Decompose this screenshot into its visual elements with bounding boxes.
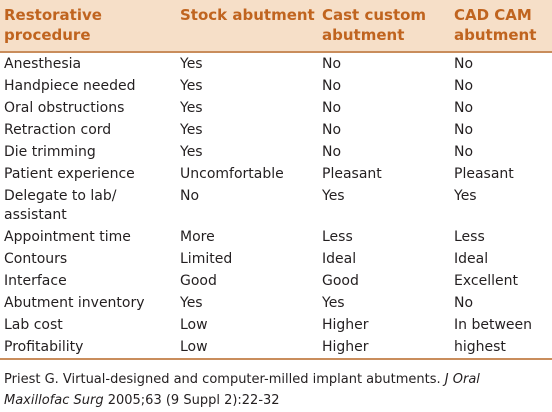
procedure-cell: Handpiece needed xyxy=(4,77,136,94)
stock-abutment-cell: Yes xyxy=(180,121,203,138)
header-stock-abutment: Stock abutment xyxy=(176,0,318,53)
stock-abutment-cell: Good xyxy=(180,272,217,289)
citation: Priest G. Virtual-designed and computer-… xyxy=(4,369,544,411)
table-row: Retraction cord Yes No No xyxy=(0,119,552,141)
cad-cam-cell: No xyxy=(454,143,474,160)
stock-abutment-cell: Yes xyxy=(180,77,203,94)
header-cast-custom-abutment: Cast custom abutment xyxy=(318,0,450,53)
procedure-cell: Die trimming xyxy=(4,143,96,160)
table-header: Restorative procedure Stock abutment Cas… xyxy=(0,0,552,53)
cad-cam-cell: Yes xyxy=(454,187,477,204)
procedure-cell: Appointment time xyxy=(4,228,131,245)
cast-custom-cell: Yes xyxy=(322,187,345,204)
table-row: Patient experience Uncomfortable Pleasant P… xyxy=(0,163,552,185)
cad-cam-cell: In between xyxy=(454,316,532,333)
cad-cam-cell: No xyxy=(454,99,474,116)
cast-custom-cell: No xyxy=(322,99,342,116)
stock-abutment-cell: Low xyxy=(180,316,208,333)
header-restorative-procedure: Restorative procedure xyxy=(0,0,176,53)
cast-custom-cell: Less xyxy=(322,228,353,245)
cad-cam-cell: Pleasant xyxy=(454,165,514,182)
cad-cam-cell: No xyxy=(454,121,474,138)
cast-custom-cell: Higher xyxy=(322,316,369,333)
table-row: Handpiece needed Yes No No xyxy=(0,75,552,97)
header-row: Restorative procedure Stock abutment Cas… xyxy=(0,0,552,53)
procedure-cell: Abutment inventory xyxy=(4,294,145,311)
cast-custom-cell: Pleasant xyxy=(322,165,382,182)
table-row: Oral obstructions Yes No No xyxy=(0,97,552,119)
abutment-comparison-table: Restorative procedure Stock abutment Cas… xyxy=(0,0,552,360)
cad-cam-cell: Less xyxy=(454,228,485,245)
cast-custom-cell: Higher xyxy=(318,336,450,360)
procedure-cell: Lab cost xyxy=(4,316,63,333)
cad-cam-cell: Excellent xyxy=(454,272,518,289)
header-cad-cam-abutment: CAD CAM abutment xyxy=(450,0,552,53)
citation-prefix: Priest G. Virtual-designed and computer-… xyxy=(4,372,445,387)
table-row: Anesthesia Yes No No xyxy=(0,52,552,75)
table-row: Delegate to lab/ assistant No Yes Yes xyxy=(0,185,552,226)
table-row: Interface Good Good Excellent xyxy=(0,270,552,292)
cad-cam-cell: No xyxy=(454,77,474,94)
procedure-cell: Patient experience xyxy=(4,165,135,182)
cad-cam-cell: highest xyxy=(450,336,552,360)
cad-cam-cell: No xyxy=(454,55,474,72)
table-row: Abutment inventory Yes Yes No xyxy=(0,292,552,314)
cad-cam-cell: Ideal xyxy=(454,250,489,267)
citation-suffix: 2005;63 (9 Suppl 2):22-32 xyxy=(103,393,280,408)
comparison-table-container: Restorative procedure Stock abutment Cas… xyxy=(0,0,552,360)
table-row: Die trimming Yes No No xyxy=(0,141,552,163)
stock-abutment-cell: Yes xyxy=(180,99,203,116)
cast-custom-cell: No xyxy=(322,77,342,94)
stock-abutment-cell: No xyxy=(180,187,200,204)
table-row: Contours Limited Ideal Ideal xyxy=(0,248,552,270)
stock-abutment-cell: Limited xyxy=(180,250,233,267)
cast-custom-cell: No xyxy=(322,143,342,160)
citation-journal: J Oral Maxillofac Surg xyxy=(4,372,480,408)
cast-custom-cell: Good xyxy=(322,272,359,289)
table-row: Appointment time More Less Less xyxy=(0,226,552,248)
procedure-cell: Retraction cord xyxy=(4,121,112,138)
table-row: Lab cost Low Higher In between xyxy=(0,314,552,336)
cast-custom-cell: Yes xyxy=(322,294,345,311)
procedure-cell: Profitability xyxy=(0,336,176,360)
stock-abutment-cell: Uncomfortable xyxy=(180,165,284,182)
stock-abutment-cell: Yes xyxy=(180,143,203,160)
procedure-cell: Interface xyxy=(4,272,67,289)
cast-custom-cell: Ideal xyxy=(322,250,357,267)
cast-custom-cell: No xyxy=(322,55,342,72)
stock-abutment-cell: Yes xyxy=(180,55,203,72)
stock-abutment-cell: Low xyxy=(176,336,318,360)
procedure-cell: Delegate to lab/ assistant xyxy=(4,187,117,223)
stock-abutment-cell: More xyxy=(180,228,215,245)
table-body: Anesthesia Yes No No Handpiece needed Yes No No… xyxy=(0,52,552,360)
cad-cam-cell: No xyxy=(454,294,474,311)
procedure-cell: Anesthesia xyxy=(4,55,82,72)
procedure-cell: Oral obstructions xyxy=(4,99,125,116)
cast-custom-cell: No xyxy=(322,121,342,138)
table-row: Profitability Low Higher highest xyxy=(0,336,552,360)
procedure-cell: Contours xyxy=(4,250,68,267)
stock-abutment-cell: Yes xyxy=(180,294,203,311)
